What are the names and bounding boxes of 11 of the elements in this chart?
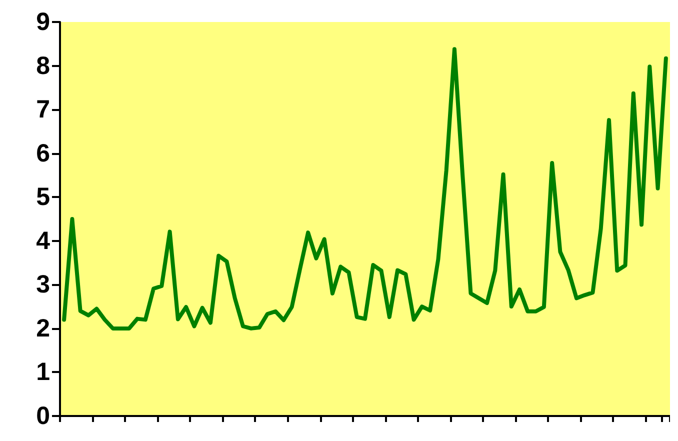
- line-series: [62, 47, 668, 330]
- y-tick-label: 9: [36, 8, 50, 36]
- y-tick-label: 5: [36, 183, 50, 212]
- y-tick-label: 2: [36, 314, 50, 342]
- y-tick-label: 6: [36, 139, 50, 168]
- y-tick-label: 3: [36, 270, 50, 299]
- y-tick-label: 7: [36, 96, 50, 124]
- y-tick-label: 0: [36, 402, 50, 430]
- y-tick-label: 8: [36, 52, 50, 80]
- y-tick-label: 1: [36, 358, 50, 386]
- y-tick-label: 4: [36, 226, 50, 255]
